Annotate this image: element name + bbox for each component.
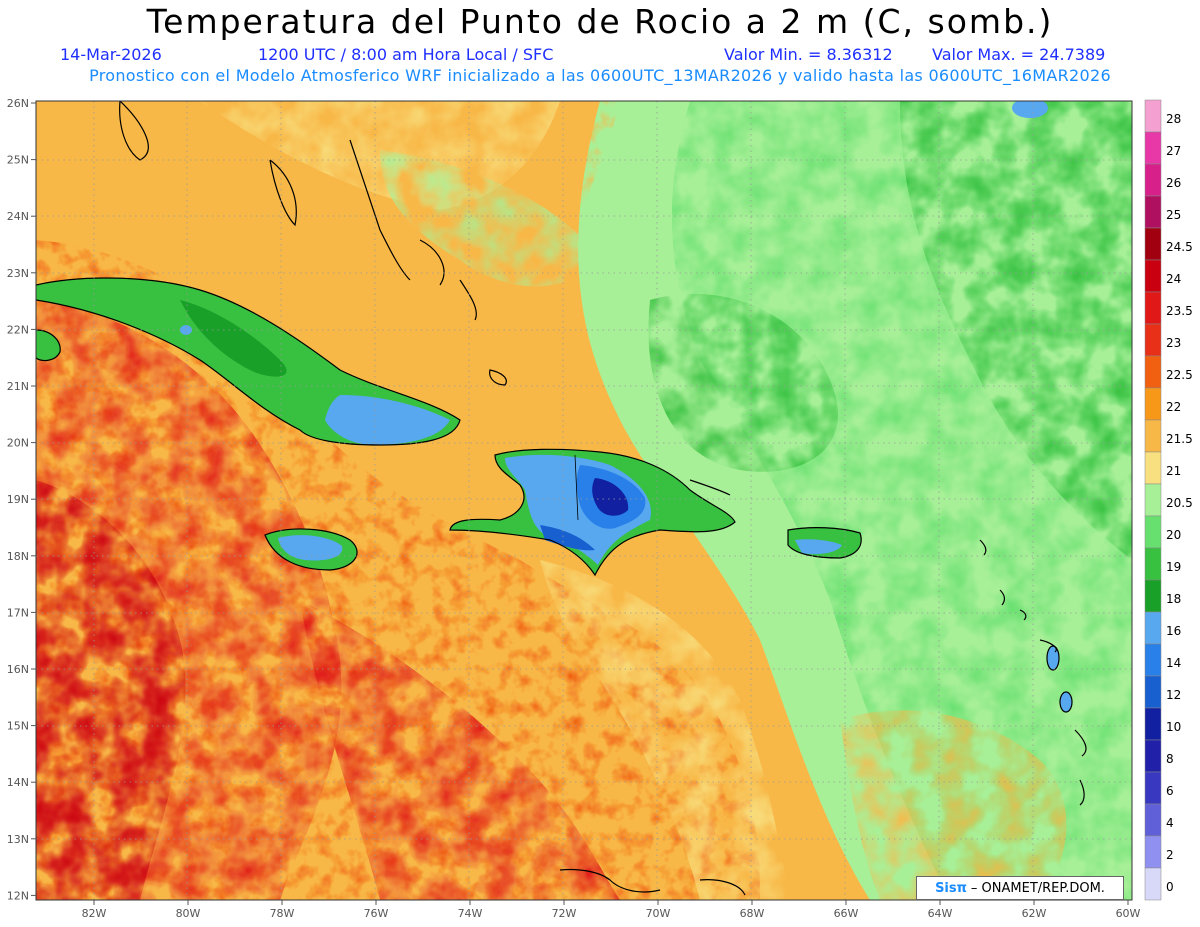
colorbar-swatch: [1144, 867, 1162, 901]
colorbar-swatch: [1144, 355, 1162, 389]
colorbar-label: 14: [1166, 656, 1181, 670]
colorbar-swatch: [1144, 675, 1162, 709]
colorbar-swatch: [1144, 323, 1162, 357]
lon-label: 68W: [740, 907, 765, 920]
lat-lon-grid: [36, 101, 1132, 900]
sispi-logo: Sisπ: [935, 880, 967, 896]
coastlines: [36, 101, 1087, 896]
colorbar-label: 24.5: [1166, 240, 1193, 254]
colorbar-label: 18: [1166, 592, 1181, 606]
forecast-info: Pronostico con el Modelo Atmosferico WRF…: [89, 66, 1111, 85]
lon-label: 66W: [834, 907, 859, 920]
colorbar-swatch: [1144, 195, 1162, 229]
lon-label: 76W: [364, 907, 389, 920]
lon-label: 80W: [176, 907, 201, 920]
colorbar-swatch: [1144, 483, 1162, 517]
lon-label: 70W: [646, 907, 671, 920]
lat-label: 18N: [7, 550, 29, 563]
colorbar-label: 20.5: [1166, 496, 1193, 510]
credit-text: – ONAMET/REP.DOM.: [970, 880, 1105, 896]
lat-label: 20N: [7, 437, 29, 450]
lat-label: 16N: [7, 663, 29, 676]
lat-label: 23N: [7, 267, 29, 280]
colorbar-swatch: [1144, 515, 1162, 549]
valid-time: 1200 UTC / 8:00 am Hora Local / SFC: [258, 45, 554, 64]
lat-label: 24N: [7, 210, 29, 223]
lat-label: 15N: [7, 720, 29, 733]
colorbar-label: 12: [1166, 688, 1181, 702]
colorbar-swatch: [1144, 803, 1162, 837]
colorbar-label: 23.5: [1166, 304, 1193, 318]
colorbar-swatch: [1144, 771, 1162, 805]
colorbar-swatch: [1144, 835, 1162, 869]
colorbar-swatch: [1144, 739, 1162, 773]
lon-label: 78W: [270, 907, 295, 920]
colorbar-swatch: [1144, 547, 1162, 581]
colorbar-label: 16: [1166, 624, 1181, 638]
plot-frame: [35, 100, 1133, 901]
colorbar-label: 28: [1166, 112, 1181, 126]
colorbar-swatch: [1144, 387, 1162, 421]
colorbar-swatch: [1144, 643, 1162, 677]
colorbar-swatch: [1144, 259, 1162, 293]
valid-date: 14-Mar-2026: [60, 45, 162, 64]
colorbar-label: 22.5: [1166, 368, 1193, 382]
colorbar-label: 2: [1166, 848, 1174, 862]
lat-label: 21N: [7, 380, 29, 393]
lat-label: 12N: [7, 889, 29, 902]
lon-label: 74W: [458, 907, 483, 920]
colorbar: 2827262524.52423.52322.52221.52120.52019…: [1144, 99, 1193, 901]
colorbar-swatch: [1144, 227, 1162, 261]
colorbar-swatch: [1144, 291, 1162, 325]
colorbar-label: 6: [1166, 784, 1174, 798]
latitude-axis: 26N 25N 24N 23N 22N 21N 20N 19N 18N 17N 16N 15N 14N 1…: [7, 97, 36, 902]
dewpoint-field: [36, 101, 1132, 900]
colorbar-swatch: [1144, 163, 1162, 197]
colorbar-label: 27: [1166, 144, 1181, 158]
colorbar-label: 25: [1166, 208, 1181, 222]
credit-box: Sisπ – ONAMET/REP.DOM.: [916, 876, 1124, 900]
lat-label: 25N: [7, 154, 29, 167]
colorbar-label: 23: [1166, 336, 1181, 350]
colorbar-swatch: [1144, 99, 1162, 133]
colorbar-swatch: [1144, 419, 1162, 453]
colorbar-label: 26: [1166, 176, 1181, 190]
colorbar-swatch: [1144, 707, 1162, 741]
lat-label: 14N: [7, 776, 29, 789]
max-value: Valor Max. = 24.7389: [932, 45, 1106, 64]
lon-label: 82W: [82, 907, 107, 920]
colorbar-swatch: [1144, 579, 1162, 613]
lat-label: 22N: [7, 323, 29, 336]
colorbar-swatch: [1144, 131, 1162, 165]
colorbar-label: 22: [1166, 400, 1181, 414]
colorbar-label: 4: [1166, 816, 1174, 830]
longitude-axis: 82W 80W 78W 76W 74W 72W 70W 68W 66W 64W 62W 60W: [82, 900, 1141, 920]
map-title: Temperatura del Punto de Rocio a 2 m (C,…: [146, 2, 1054, 41]
lat-label: 26N: [7, 97, 29, 110]
colorbar-label: 19: [1166, 560, 1181, 574]
lon-label: 62W: [1022, 907, 1047, 920]
lon-label: 72W: [552, 907, 577, 920]
min-value: Valor Min. = 8.36312: [724, 45, 893, 64]
lon-label: 64W: [928, 907, 953, 920]
colorbar-label: 21: [1166, 464, 1181, 478]
colorbar-label: 20: [1166, 528, 1181, 542]
lon-label: 60W: [1116, 907, 1141, 920]
colorbar-label: 10: [1166, 720, 1181, 734]
colorbar-label: 24: [1166, 272, 1181, 286]
lat-label: 19N: [7, 493, 29, 506]
colorbar-label: 0: [1166, 880, 1174, 894]
colorbar-swatch: [1144, 611, 1162, 645]
lat-label: 17N: [7, 606, 29, 619]
colorbar-label: 21.5: [1166, 432, 1193, 446]
lat-label: 13N: [7, 833, 29, 846]
colorbar-label: 8: [1166, 752, 1174, 766]
colorbar-swatch: [1144, 451, 1162, 485]
